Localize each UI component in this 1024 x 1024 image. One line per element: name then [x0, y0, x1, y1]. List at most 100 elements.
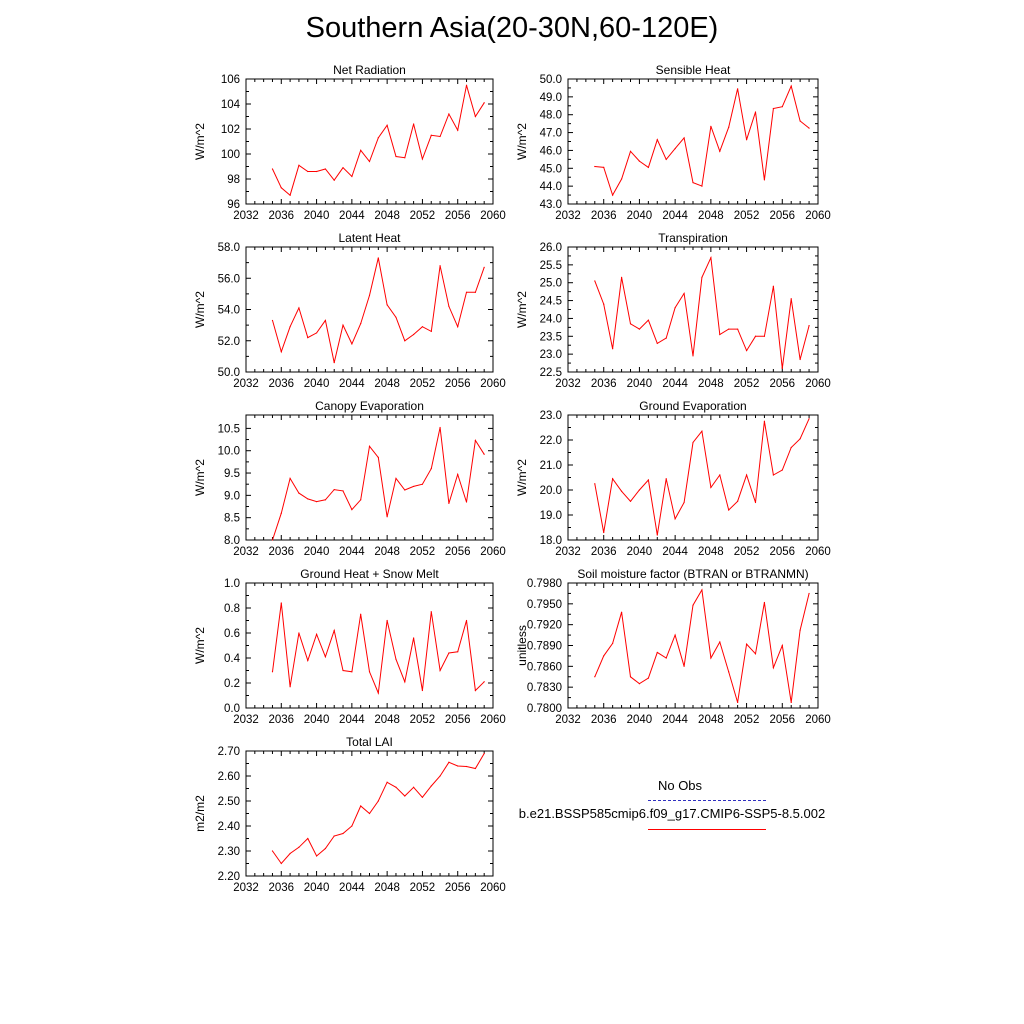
x-tick-label: 2052: [734, 714, 760, 726]
data-point: [439, 135, 441, 138]
chart-title: Ground Heat + Snow Melt: [300, 567, 439, 581]
data-point: [754, 653, 757, 655]
page-title: Southern Asia(20-30N,60-120E): [305, 12, 719, 44]
data-point: [719, 641, 721, 643]
data-point: [413, 485, 415, 488]
data-point: [448, 761, 450, 763]
chart-title: Canopy Evaporation: [315, 399, 424, 413]
series-line: [272, 602, 485, 695]
data-point: [620, 276, 623, 278]
data-point: [404, 489, 406, 491]
data-point: [465, 501, 468, 503]
data-point: [271, 539, 274, 541]
data-point: [710, 486, 712, 489]
data-point: [421, 326, 424, 328]
data-point: [620, 611, 623, 613]
data-point: [351, 825, 353, 827]
data-point: [603, 303, 605, 305]
chart-title: Latent Heat: [338, 231, 401, 245]
data-point: [404, 340, 406, 342]
data-point: [772, 107, 774, 110]
y-tick-label: 2.70: [218, 746, 240, 758]
x-tick-label: 2060: [480, 714, 506, 726]
x-tick-label: 2048: [698, 714, 724, 726]
data-point: [728, 509, 730, 511]
data-point: [603, 655, 605, 657]
y-tick-label: 8.0: [224, 535, 240, 547]
data-point: [333, 362, 335, 364]
x-tick-label: 2044: [339, 210, 365, 222]
x-tick-label: 2048: [374, 714, 400, 726]
data-point: [483, 266, 485, 268]
x-tick-label: 2056: [445, 210, 471, 222]
data-point: [289, 686, 291, 688]
data-point: [683, 501, 685, 504]
data-point: [692, 441, 694, 444]
data-point: [333, 629, 335, 632]
data-point: [280, 187, 282, 189]
x-tick-label: 2052: [410, 714, 436, 726]
y-tick-label: 0.7980: [527, 578, 562, 590]
chart-1: Net Radiation W/m^2 2032 2036 2040 2044 2048 20…: [193, 63, 506, 222]
data-point: [629, 323, 632, 325]
data-point: [324, 656, 326, 658]
x-tick-label: 2048: [374, 378, 400, 390]
data-point: [612, 194, 614, 196]
data-point: [781, 644, 783, 647]
y-tick-label: 0.7860: [527, 661, 562, 673]
y-tick-label: 0.7920: [527, 620, 562, 632]
data-point: [719, 474, 721, 476]
data-point: [395, 477, 397, 479]
y-tick-label: 22.5: [540, 367, 562, 379]
x-tick-label: 2036: [268, 378, 294, 390]
y-axis-label: W/m^2: [193, 627, 207, 664]
y-tick-label: 20.0: [540, 485, 562, 497]
data-point: [421, 483, 424, 485]
x-tick-label: 2048: [698, 210, 724, 222]
data-point: [683, 665, 685, 667]
x-tick-label: 2048: [698, 378, 724, 390]
data-point: [404, 795, 406, 797]
series-line: [594, 255, 810, 369]
y-tick-label: 102: [221, 124, 240, 136]
y-tick-label: 2.50: [218, 796, 240, 808]
data-point: [692, 355, 694, 357]
x-tick-label: 2060: [805, 546, 831, 558]
x-tick-label: 2044: [662, 546, 688, 558]
data-point: [421, 158, 424, 160]
data-point: [701, 185, 703, 187]
data-point: [333, 179, 335, 181]
x-tick-label: 2036: [591, 546, 617, 558]
x-tick-label: 2044: [662, 714, 688, 726]
y-tick-label: 1.0: [224, 578, 240, 590]
x-tick-label: 2056: [445, 882, 471, 894]
data-point: [368, 812, 371, 815]
x-tick-label: 2060: [480, 546, 506, 558]
x-tick-label: 2056: [445, 546, 471, 558]
data-point: [620, 490, 623, 492]
x-tick-label: 2032: [233, 378, 259, 390]
x-tick-label: 2060: [480, 378, 506, 390]
x-tick-label: 2048: [374, 210, 400, 222]
data-point: [457, 651, 459, 653]
x-tick-label: 2056: [769, 378, 795, 390]
data-point: [483, 453, 485, 455]
data-point: [448, 305, 450, 307]
data-point: [421, 796, 424, 798]
series-line: [272, 85, 485, 197]
data-point: [638, 489, 641, 491]
y-tick-label: 54.0: [218, 305, 240, 317]
data-point: [271, 850, 274, 852]
data-point: [289, 194, 291, 196]
data-point: [737, 328, 739, 330]
data-point: [324, 499, 326, 501]
x-tick-label: 2036: [591, 714, 617, 726]
plot-frame: [245, 246, 494, 373]
data-point: [315, 332, 318, 334]
data-point: [395, 786, 397, 788]
data-point: [315, 633, 318, 635]
y-tick-label: 26.0: [540, 242, 562, 254]
x-tick-label: 2040: [627, 546, 653, 558]
data-point: [307, 170, 309, 173]
data-point: [763, 179, 766, 181]
